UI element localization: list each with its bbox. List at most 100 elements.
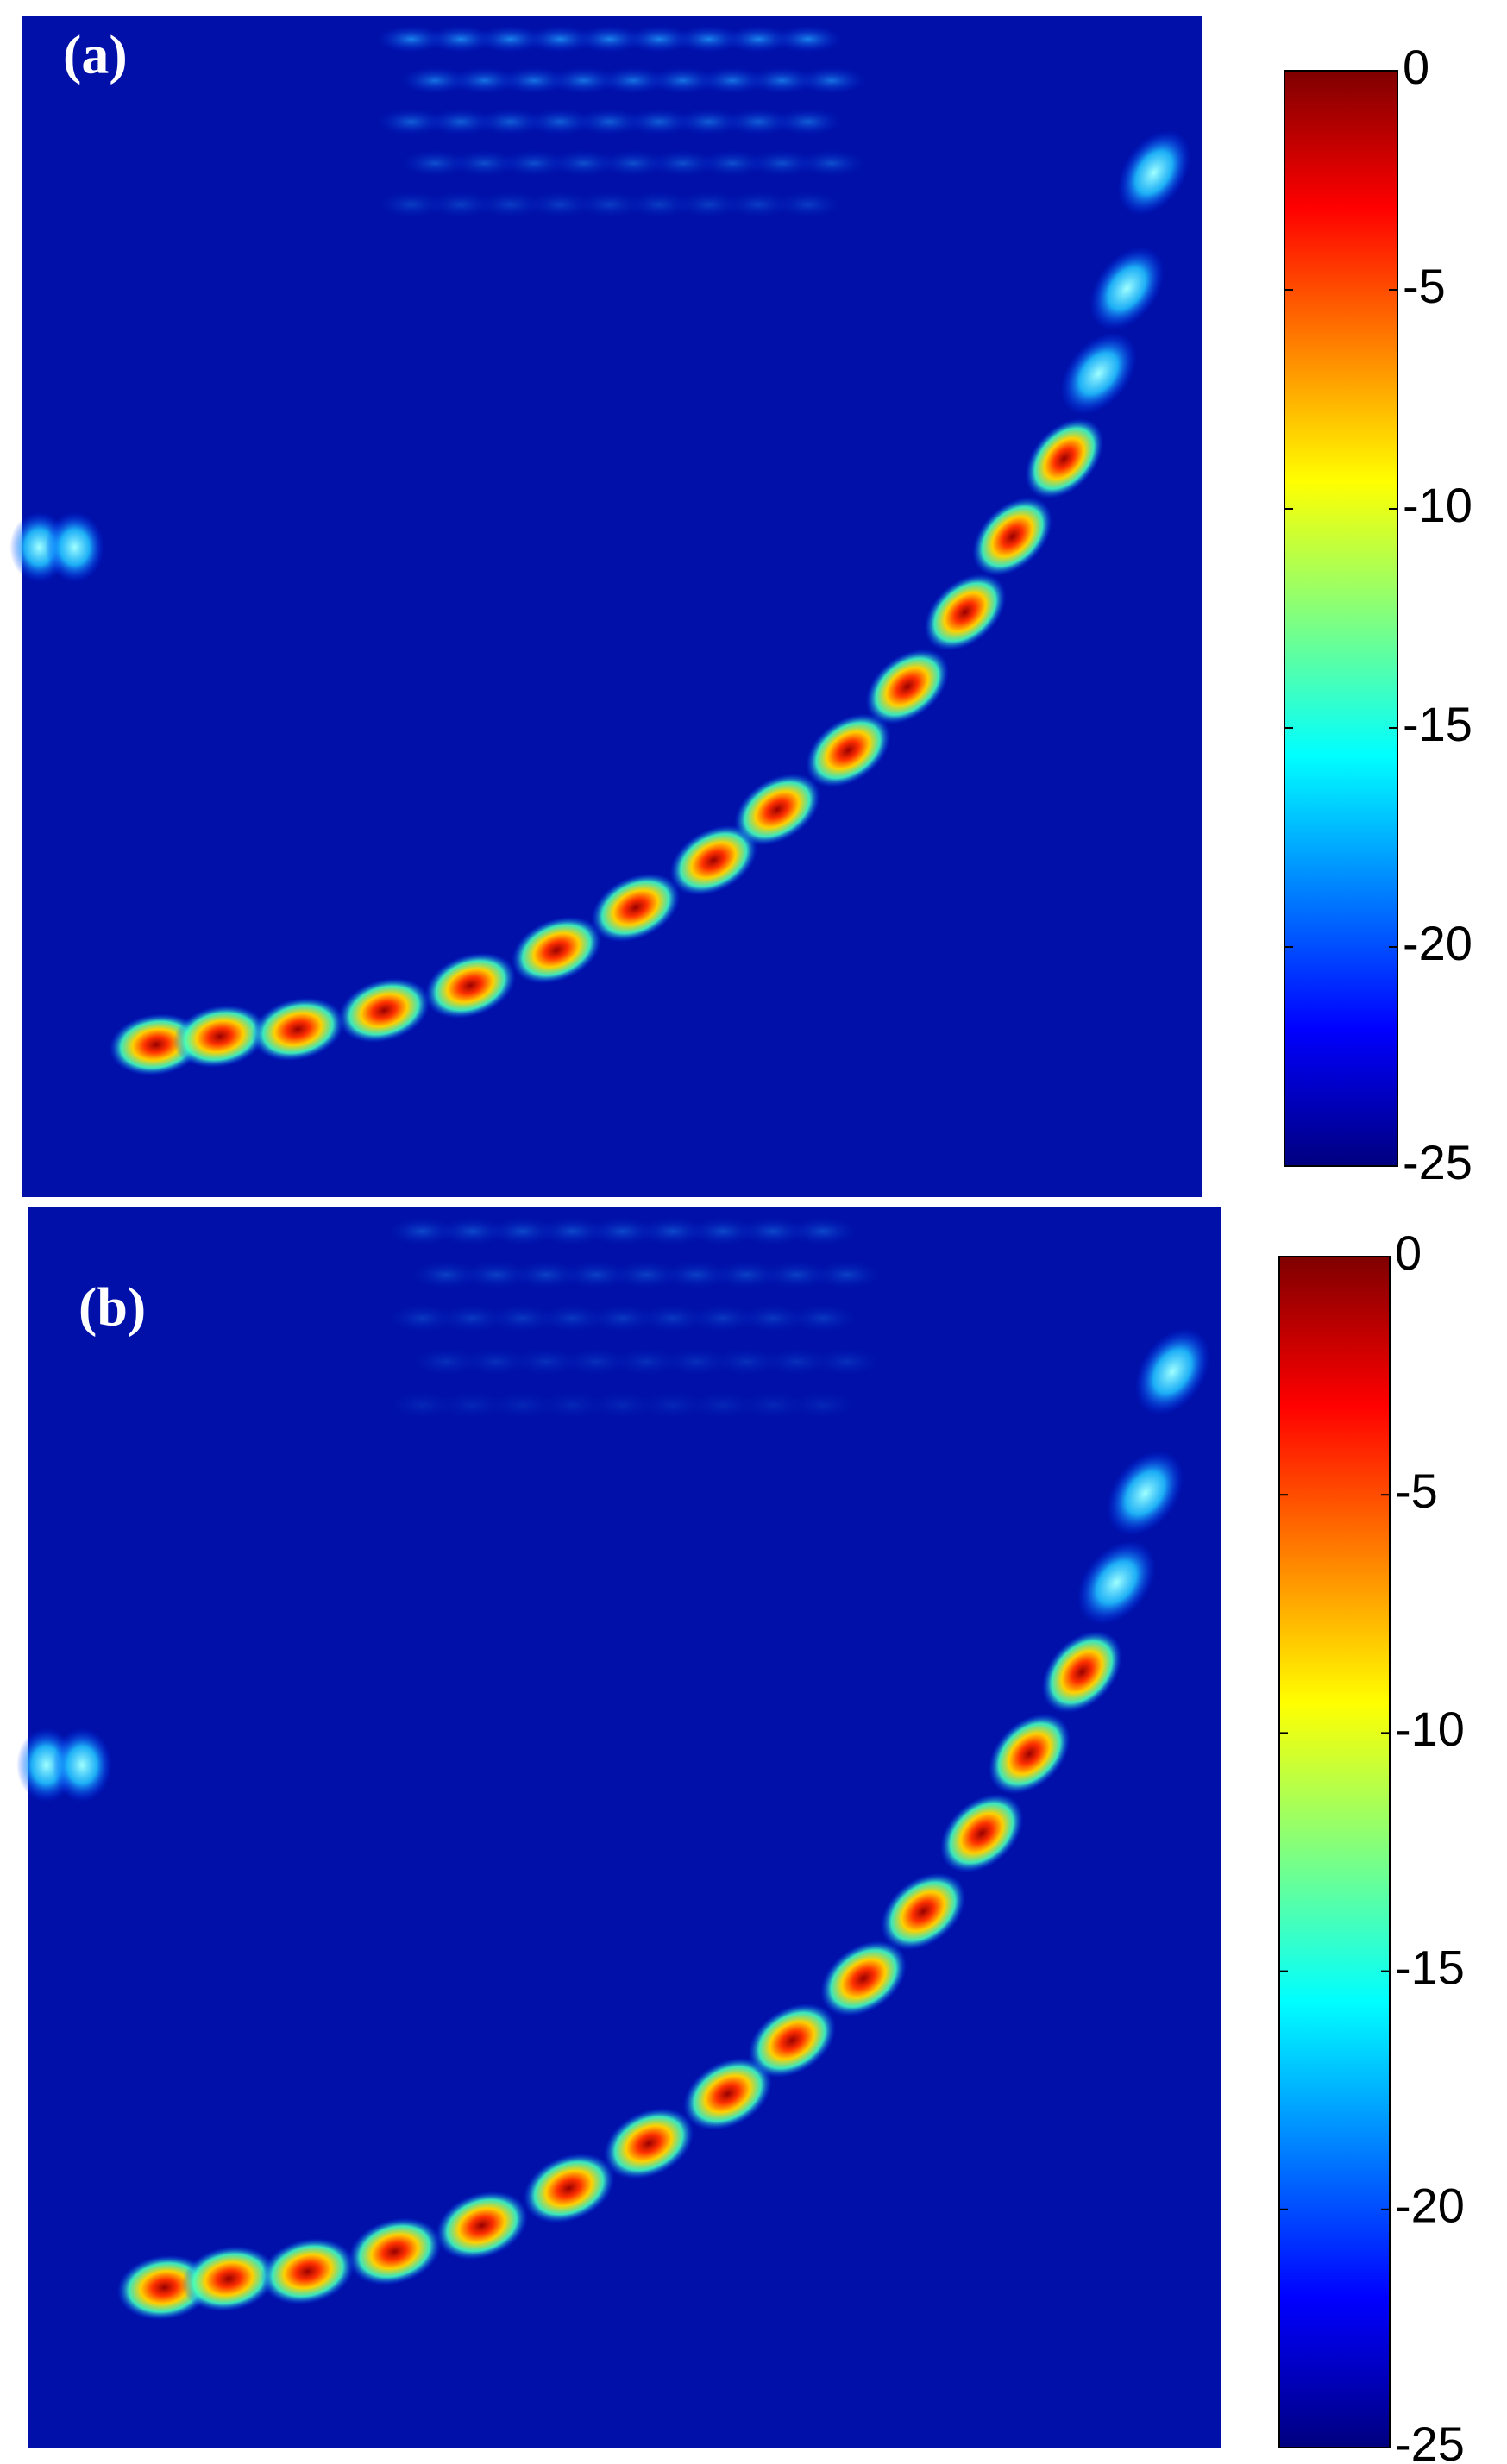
colorbar-tick-label: -25: [1403, 1135, 1472, 1189]
artifact: [499, 148, 570, 178]
artifact: [574, 24, 645, 53]
artifact: [560, 1346, 632, 1377]
panel-label: (b): [78, 1276, 146, 1338]
artifact: [510, 1259, 582, 1290]
artifact: [687, 1303, 759, 1333]
artifact: [624, 190, 695, 219]
artifact: [548, 148, 619, 178]
reflector-spot: [348, 2217, 442, 2285]
artifact: [386, 1303, 458, 1333]
artifact: [737, 1216, 809, 1247]
colorbar-tick-label: -5: [1403, 259, 1446, 313]
artifact: [711, 1346, 783, 1377]
reflector-spot: [1089, 246, 1165, 331]
artifact: [637, 1303, 709, 1333]
reflector-spot: [1059, 332, 1138, 415]
artifact: [386, 1389, 458, 1420]
reflector-spot: [939, 1793, 1024, 1873]
artifact: [787, 1303, 859, 1333]
reflector-spot: [972, 497, 1053, 577]
artifact: [537, 1216, 609, 1247]
artifact: [723, 24, 794, 53]
artifact: [487, 1303, 559, 1333]
artifact: [425, 107, 497, 136]
artifact: [772, 190, 844, 219]
artifact: [587, 1389, 659, 1420]
artifact: [761, 1259, 833, 1290]
artifact: [647, 66, 719, 95]
artifact: [436, 1303, 508, 1333]
artifact: [796, 66, 868, 95]
artifact: [647, 148, 719, 178]
artifact: [524, 190, 596, 219]
artifact: [624, 107, 695, 136]
artifact: [449, 66, 520, 95]
artifact: [660, 1259, 732, 1290]
reflector-spot: [1106, 1450, 1184, 1536]
panel-label: (a): [63, 24, 128, 85]
reflector-spot: [181, 2246, 277, 2312]
reflector-spot: [173, 1005, 267, 1069]
artifact: [474, 24, 546, 53]
artifact: [375, 24, 447, 53]
artifact: [524, 107, 596, 136]
artifact: [487, 1389, 559, 1420]
artifact: [637, 1216, 709, 1247]
reflector-spot: [337, 977, 430, 1044]
reflector-spot: [1117, 129, 1191, 216]
artifact: [723, 107, 794, 136]
artifact: [598, 148, 669, 178]
artifact: [474, 107, 546, 136]
artifact: [711, 1259, 783, 1290]
artifact: [772, 24, 844, 53]
artifact: [811, 1346, 883, 1377]
reflector-spot: [1077, 1540, 1156, 1625]
artifact: [587, 1216, 659, 1247]
artifact: [510, 1346, 582, 1377]
reflector-spot: [1041, 1630, 1122, 1714]
reflector-spot: [734, 773, 821, 846]
artifact: [436, 1216, 508, 1247]
artifact: [673, 107, 744, 136]
artifact: [399, 66, 471, 95]
artifact: [787, 1216, 859, 1247]
artifact: [560, 1259, 632, 1290]
artifact: [436, 1389, 508, 1420]
artifact: [624, 24, 695, 53]
artifact: [697, 148, 769, 178]
artifact: [787, 1389, 859, 1420]
reflector-spot: [819, 1940, 907, 2017]
artifact: [425, 190, 497, 219]
artifact: [537, 1303, 609, 1333]
colorbar-tick-label: 0: [1395, 1226, 1422, 1280]
artifact: [637, 1389, 709, 1420]
artifact: [487, 1216, 559, 1247]
artifact: [410, 1346, 482, 1377]
artifact: [425, 24, 497, 53]
artifact: [524, 24, 596, 53]
artifact: [598, 66, 669, 95]
artifact: [610, 1259, 682, 1290]
artifact: [746, 66, 818, 95]
reflector-spot: [880, 1872, 966, 1951]
artifact: [660, 1346, 732, 1377]
artifact: [587, 1303, 659, 1333]
artifact: [737, 1303, 809, 1333]
colorbar-tick-label: -10: [1395, 1702, 1465, 1756]
artifact: [697, 66, 769, 95]
artifact: [537, 1389, 609, 1420]
artifact: [52, 1727, 112, 1803]
reflector-spot: [924, 573, 1007, 651]
artifact: [410, 1259, 482, 1290]
colorbar-tick-label: -20: [1395, 2179, 1465, 2233]
reflector-spot: [669, 824, 758, 896]
artifact: [460, 1346, 532, 1377]
artifact: [574, 190, 645, 219]
artifact: [687, 1216, 759, 1247]
artifact: [474, 190, 546, 219]
artifact: [673, 190, 744, 219]
reflector-spot: [806, 713, 891, 788]
artifact: [796, 148, 868, 178]
reflector-spot: [1025, 417, 1104, 499]
